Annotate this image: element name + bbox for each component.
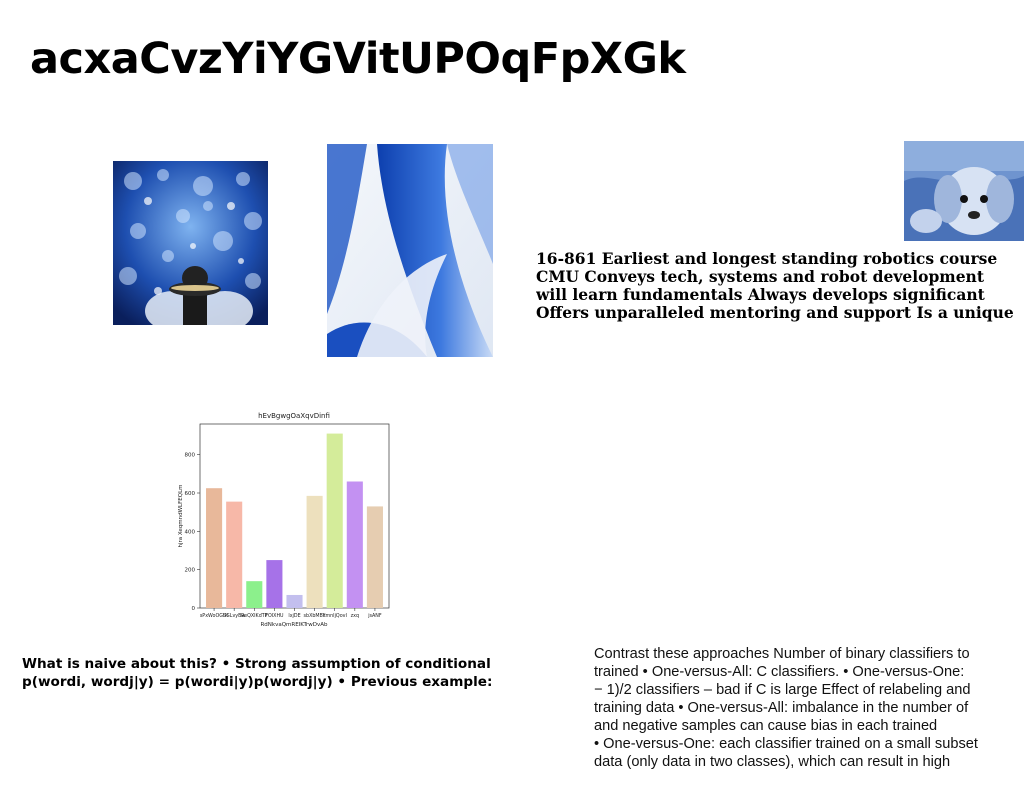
chart-bar xyxy=(266,560,283,608)
contrast-line: • One-versus-One: each classifier traine… xyxy=(594,736,978,752)
blue-tinted-dog-photo xyxy=(904,141,1024,241)
course-line: 16-861 Earliest and longest standing rob… xyxy=(536,250,998,268)
naive-line: p(wordi, wordj|y) = p(wordi|y)p(wordj|y)… xyxy=(22,674,493,690)
abstract-blue-petals-image xyxy=(327,144,493,357)
chart-bar xyxy=(226,501,243,608)
chart-bar xyxy=(366,506,383,608)
course-description: 16-861 Earliest and longest standing rob… xyxy=(536,250,1024,322)
x-tick-label: jsANF xyxy=(367,613,382,619)
chart-bar xyxy=(286,594,303,608)
y-tick-label: 800 xyxy=(185,453,196,459)
y-tick-label: 200 xyxy=(185,568,196,574)
contrast-line: − 1)/2 classifiers – bad if C is large E… xyxy=(594,682,971,698)
chart-ylabel: hjra XeqmndWLFEQLm xyxy=(178,484,184,547)
course-line: CMU Conveys tech, systems and robot deve… xyxy=(536,267,984,286)
contrast-line: training data • One-versus-All: imbalanc… xyxy=(594,700,969,716)
course-line: Offers unparalleled mentoring and suppor… xyxy=(536,303,1014,322)
x-tick-label: SGLvyBw xyxy=(223,613,245,619)
chart-bar xyxy=(306,495,323,608)
y-tick-label: 600 xyxy=(185,491,196,497)
blue-bokeh-photo xyxy=(113,161,268,325)
x-tick-label: sPxWoOGUt xyxy=(200,613,229,619)
chart-xlabel: RdNkvaQmREIKTrwDvAb xyxy=(260,622,328,628)
course-line: will learn fundamentals Always develops … xyxy=(536,285,985,304)
x-tick-label: ReQXIKdTP xyxy=(241,613,268,619)
contrast-line: trained • One-versus-All: C classifiers.… xyxy=(594,664,965,680)
chart-bar xyxy=(206,488,223,608)
chart-bar xyxy=(346,481,363,608)
naive-bayes-text: What is naive about this? • Strong assum… xyxy=(22,655,542,691)
classifier-contrast-text: Contrast these approaches Number of bina… xyxy=(594,645,1024,771)
x-tick-label: FOIXHU xyxy=(265,613,284,619)
contrast-line: and negative samples can cause bias in e… xyxy=(594,718,938,734)
x-tick-label: sbXbMBk xyxy=(304,613,326,619)
x-tick-label: YmnIjQovI xyxy=(322,613,347,619)
chart-title: hEvBgwgOaXqvDinfi xyxy=(258,412,330,420)
contrast-line: Contrast these approaches Number of bina… xyxy=(594,646,970,662)
y-tick-label: 0 xyxy=(192,606,196,612)
x-tick-label: lxjDE xyxy=(288,613,300,619)
bar-chart: hEvBgwgOaXqvDinfi hjra XeqmndWLFEQLm RdN… xyxy=(172,408,394,634)
contrast-line: data (only data in two classes), which c… xyxy=(594,754,951,770)
x-tick-label: zxq xyxy=(351,614,359,619)
y-tick-label: 400 xyxy=(185,529,196,535)
chart-bar xyxy=(246,581,263,608)
page-title: acxaCvzYiYGVitUPOqFpXGk xyxy=(30,34,686,84)
naive-line: What is naive about this? • Strong assum… xyxy=(22,656,491,672)
chart-bar xyxy=(326,433,343,608)
